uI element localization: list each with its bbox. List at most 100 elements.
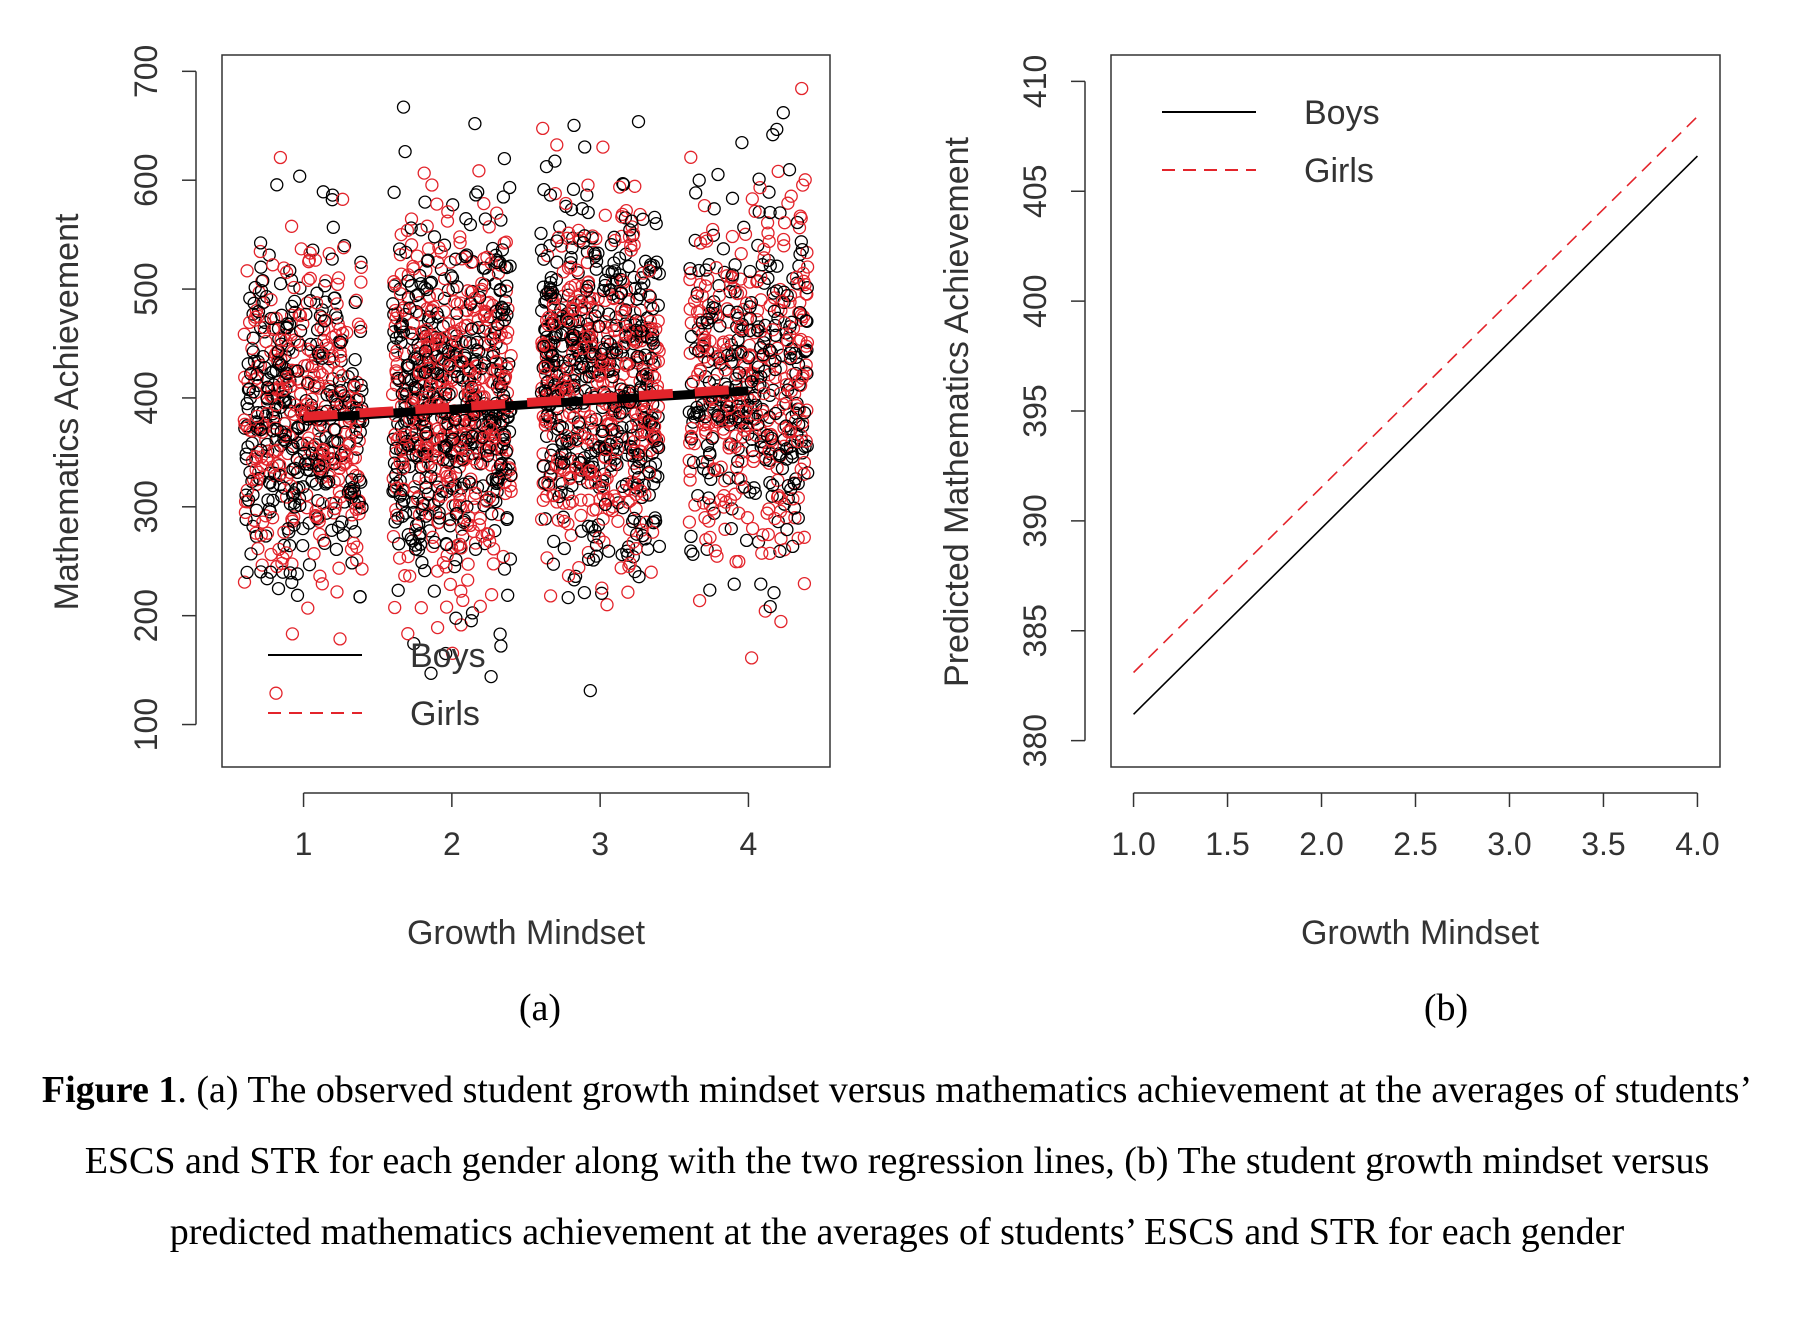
boys-point [548, 154, 562, 168]
boys-point [442, 387, 456, 402]
girls-point [293, 308, 308, 323]
girls-point [349, 293, 363, 307]
boys-point [563, 353, 577, 367]
girls-point [567, 382, 582, 396]
boys-point [428, 535, 442, 550]
boys-point [612, 251, 627, 265]
girls-point [292, 307, 306, 322]
girls-point [454, 354, 468, 368]
girls-point [435, 375, 450, 389]
girls-point [557, 514, 571, 529]
boys-point [446, 198, 460, 212]
girls-point [757, 242, 771, 256]
boys-point [627, 511, 641, 526]
girls-point [453, 488, 467, 502]
boys-point [610, 436, 624, 450]
boys-point [404, 278, 419, 293]
girls-point [403, 569, 417, 583]
boys-point [441, 344, 455, 359]
girls-point [504, 349, 518, 363]
girls-point [330, 585, 344, 599]
girls-point [306, 439, 320, 454]
boys-point [322, 352, 336, 366]
girls-point [325, 349, 340, 363]
boys-point [649, 216, 663, 231]
girls-point [393, 248, 408, 262]
boys-point [290, 588, 305, 602]
girls-point [783, 295, 797, 309]
girls-point [440, 548, 454, 563]
girls-point [430, 620, 445, 635]
girls-point [568, 278, 582, 293]
boys-point [768, 362, 782, 377]
boys-point [760, 428, 775, 443]
girls-point [313, 569, 327, 583]
girls-point [774, 532, 788, 546]
boys-point [345, 556, 359, 570]
girls-point [454, 296, 468, 310]
girls-point [600, 598, 614, 612]
girls-point [776, 232, 791, 247]
boys-point [621, 448, 635, 462]
panel-b-lines [1132, 115, 1699, 715]
girls-point [567, 410, 581, 424]
boys-point [495, 301, 509, 315]
boys-point [263, 565, 278, 579]
boys-point [391, 583, 405, 597]
girls-point [440, 214, 455, 228]
boys-point [699, 263, 713, 277]
boys-point [546, 557, 561, 571]
boys-point [246, 331, 260, 345]
boys-point [386, 340, 401, 354]
boys-point [725, 268, 740, 282]
boys-point [638, 348, 652, 362]
girls-point [794, 462, 808, 476]
boys-point [755, 258, 769, 272]
girls-point [441, 205, 455, 219]
girls-point [698, 423, 713, 437]
boys-point [257, 325, 272, 339]
girls-point [559, 196, 573, 211]
girls-point [570, 263, 584, 277]
girls-point [560, 361, 575, 376]
girls-point [309, 504, 323, 518]
boys-point [598, 497, 612, 512]
girls-point [595, 581, 609, 595]
panel-a-y-tick-label: 200 [128, 589, 164, 642]
girls-point [581, 545, 596, 560]
boys-point [773, 544, 787, 558]
panel-a-girls-regression-line [303, 384, 749, 421]
girls-point [592, 531, 606, 545]
boys-point [423, 524, 437, 538]
boys-point [307, 379, 322, 393]
boys-point [478, 261, 492, 275]
boys-point [244, 367, 258, 381]
girls-point [796, 178, 810, 192]
girls-point [651, 354, 666, 368]
girls-point [744, 651, 759, 665]
girls-point [786, 492, 800, 506]
girls-point [584, 433, 598, 447]
boys-point [609, 273, 624, 287]
girls-point [534, 512, 549, 527]
boys-point [404, 373, 419, 388]
girls-point [743, 275, 757, 289]
boys-point [553, 419, 567, 433]
girls-point [268, 444, 282, 459]
girls-point [445, 646, 460, 660]
boys-point [389, 441, 403, 455]
boys-point [652, 539, 667, 554]
boys-point [274, 358, 289, 372]
boys-point [285, 299, 299, 314]
boys-point [550, 234, 564, 248]
boys-point [428, 330, 443, 345]
girls-point [471, 359, 485, 373]
boys-point [353, 324, 368, 339]
girls-point [617, 336, 631, 351]
girls-point [763, 546, 777, 561]
girls-point [767, 291, 781, 305]
girls-point [541, 317, 555, 332]
girls-point [307, 547, 321, 561]
boys-point [283, 497, 298, 511]
boys-point [602, 307, 616, 321]
